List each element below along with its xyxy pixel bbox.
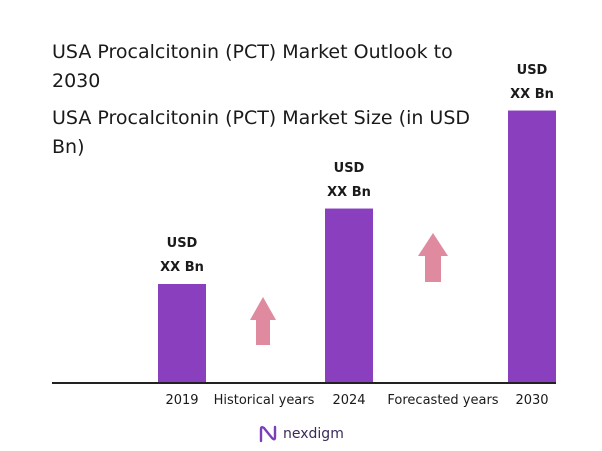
logo-text: nexdigm — [283, 426, 344, 442]
bar-2024 — [325, 208, 373, 382]
chart-subtitle: USA Procalcitonin (PCT) Market Size (in … — [52, 107, 471, 158]
x-tick-2024: 2024 — [332, 393, 366, 408]
bar-label-line-2: XX Bn — [510, 86, 554, 102]
chart-title: USA Procalcitonin (PCT) Market Outlook t… — [52, 41, 453, 92]
bar-label-2030: USD XX Bn — [487, 59, 577, 107]
bar-label-line-2: XX Bn — [160, 260, 204, 275]
bar-label-line-2: XX Bn — [327, 184, 371, 200]
period-label-historical: Historical years — [213, 393, 315, 408]
bar-2030 — [508, 110, 556, 382]
bar-label-line-1: USD — [333, 160, 365, 176]
bar-label-line-1: USD — [516, 62, 548, 78]
bar-2019 — [158, 284, 206, 382]
nexdigm-logo: nexdigm — [258, 424, 344, 444]
x-tick-2030: 2030 — [515, 393, 549, 408]
bar-label-2024: USD XX Bn — [304, 157, 394, 205]
forecast-growth-arrow-icon — [418, 233, 448, 282]
period-label-forecast: Forecasted years — [387, 393, 499, 408]
bar-label-line-1: USD — [166, 236, 198, 251]
nexdigm-logo-icon — [259, 425, 277, 443]
x-tick-2019: 2019 — [165, 393, 199, 408]
bar-label-2019: USD XX Bn — [137, 232, 227, 280]
historical-growth-arrow-icon — [250, 297, 276, 345]
